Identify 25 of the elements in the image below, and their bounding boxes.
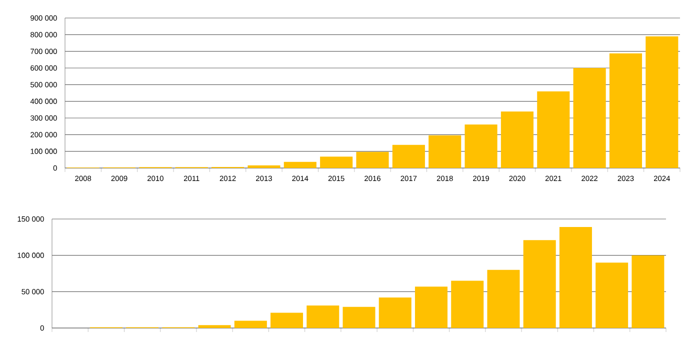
bar bbox=[451, 280, 484, 328]
bar bbox=[464, 124, 498, 168]
bar bbox=[609, 53, 642, 168]
bar bbox=[234, 320, 267, 328]
bar bbox=[320, 156, 353, 168]
bar bbox=[573, 68, 606, 168]
bar bbox=[378, 297, 412, 328]
bar bbox=[392, 144, 425, 168]
bar bbox=[428, 135, 462, 168]
bar bbox=[537, 91, 570, 168]
bar bbox=[248, 165, 280, 168]
bar bbox=[198, 325, 231, 328]
bar bbox=[414, 286, 448, 328]
bar bbox=[306, 305, 340, 328]
bar bbox=[487, 270, 520, 328]
bar bbox=[646, 36, 678, 168]
bar bbox=[632, 255, 664, 328]
bar bbox=[356, 152, 389, 168]
bar bbox=[500, 112, 534, 168]
bar bbox=[270, 312, 304, 328]
bar bbox=[596, 262, 628, 328]
bar bbox=[342, 306, 376, 328]
bar bbox=[284, 162, 316, 168]
bar bbox=[559, 226, 592, 328]
bar bbox=[523, 240, 556, 328]
